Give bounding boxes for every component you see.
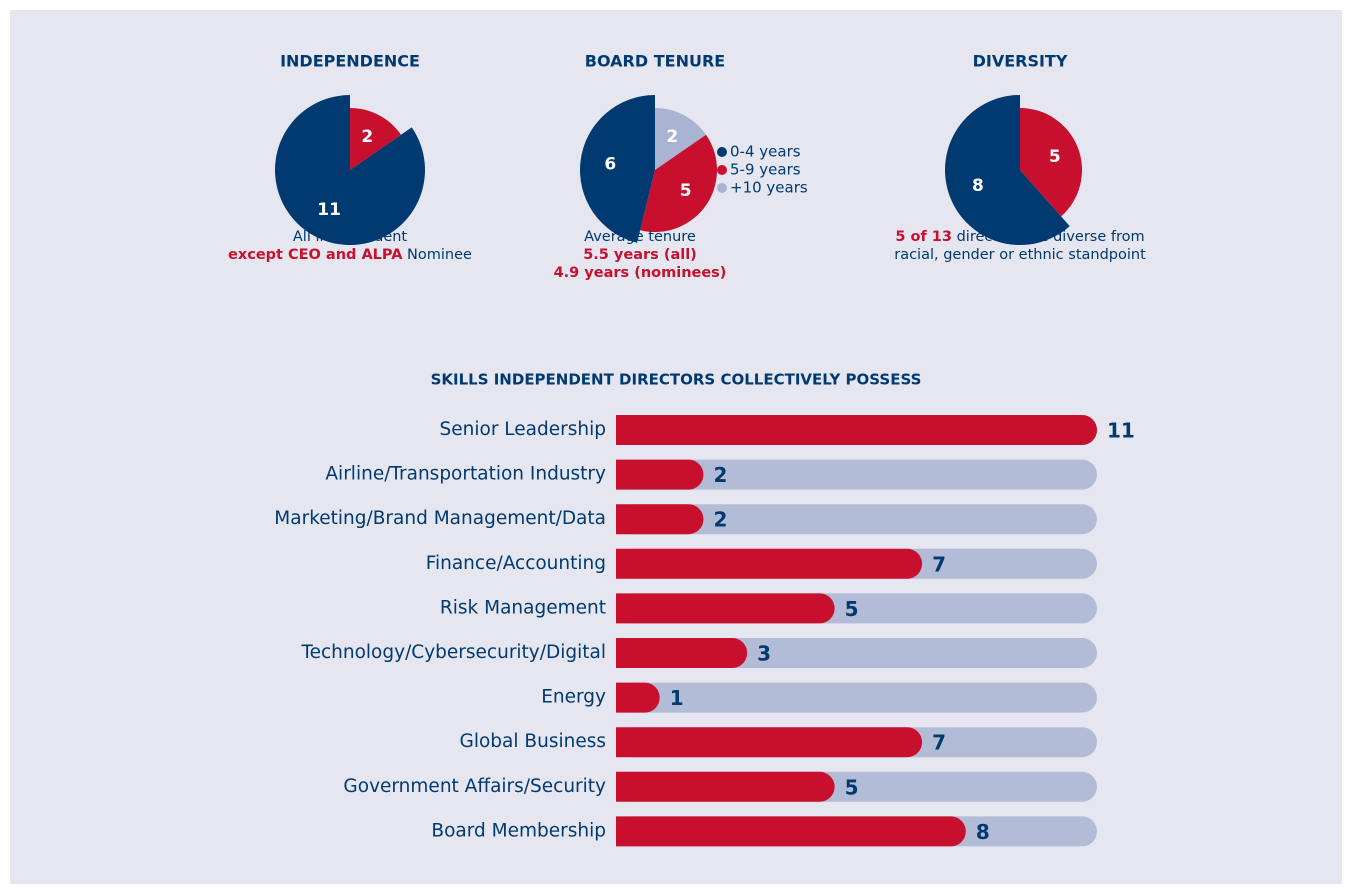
- value-label: 2: [713, 508, 727, 532]
- category-label: Marketing/Brand Management/Data: [274, 508, 606, 529]
- value-label: 5: [845, 597, 859, 621]
- category-label: Senior Leadership: [440, 419, 606, 440]
- slice-label: 2: [666, 127, 678, 147]
- legend-label: +10 years: [730, 179, 808, 197]
- bar: [616, 771, 835, 802]
- slice-label: 11: [317, 200, 341, 220]
- category-label: Government Affairs/Security: [343, 776, 606, 797]
- pie-slice: [640, 134, 717, 232]
- bar-track: [616, 459, 1097, 490]
- bar: [616, 415, 1097, 445]
- bar: [616, 504, 704, 535]
- value-label: 11: [1107, 419, 1135, 443]
- slice-label: 5: [1049, 147, 1061, 167]
- bar: [616, 682, 660, 713]
- category-label: Global Business: [460, 731, 606, 752]
- category-label: Finance/Accounting: [426, 553, 606, 574]
- bar-track: [616, 682, 1097, 713]
- value-label: 7: [932, 731, 946, 755]
- bar: [616, 638, 748, 668]
- note-line: All independent: [293, 229, 408, 245]
- legend-swatch: [717, 147, 727, 157]
- bar-chart-title: SKILLS INDEPENDENT DIRECTORS COLLECTIVEL…: [431, 371, 922, 389]
- pie-slice: [580, 95, 655, 243]
- bar: [616, 459, 704, 490]
- note-text: 5.5 years (all): [583, 247, 697, 263]
- note-text: Average tenure: [584, 229, 696, 245]
- note-text: Nominee: [402, 247, 472, 263]
- note-line: Average tenure: [584, 229, 696, 245]
- legend-label: 0-4 years: [730, 143, 801, 161]
- bar: [616, 727, 923, 758]
- value-label: 8: [976, 820, 990, 844]
- note-line: racial, gender or ethnic standpoint: [894, 247, 1146, 263]
- value-label: 1: [670, 686, 684, 710]
- note-line: 5.5 years (all): [583, 247, 697, 263]
- slice-label: 8: [972, 176, 984, 196]
- value-label: 7: [932, 552, 946, 576]
- category-label: Technology/Cybersecurity/Digital: [300, 642, 606, 663]
- note-text: racial, gender or ethnic standpoint: [894, 247, 1146, 263]
- value-label: 3: [757, 642, 771, 666]
- note-text: All independent: [293, 229, 408, 245]
- pie-slice: [275, 95, 425, 245]
- value-label: 5: [845, 775, 859, 799]
- bar: [616, 593, 835, 624]
- slice-label: 5: [680, 181, 692, 201]
- bar-track: [616, 504, 1097, 535]
- slice-label: 6: [604, 155, 616, 175]
- note-text: directors are diverse from: [952, 229, 1145, 245]
- category-label: Board Membership: [431, 820, 606, 841]
- pie-title: BOARD TENURE: [585, 52, 725, 71]
- pie-slice: [945, 95, 1070, 245]
- category-label: Airline/Transportation Industry: [325, 464, 606, 485]
- pie-title: DIVERSITY: [973, 52, 1068, 71]
- pie-slice: [350, 108, 402, 170]
- note-line: 4.9 years (nominees): [554, 265, 727, 281]
- pie-slice: [1020, 108, 1083, 217]
- note-text: except CEO and ALPA: [228, 247, 403, 263]
- slice-label: 2: [361, 127, 373, 147]
- category-label: Risk Management: [440, 597, 606, 618]
- legend-swatch: [717, 183, 727, 193]
- value-label: 2: [713, 463, 727, 487]
- category-label: Energy: [541, 687, 606, 708]
- pie-title: INDEPENDENCE: [280, 52, 420, 71]
- bar: [616, 548, 923, 579]
- pie-slice: [655, 108, 707, 170]
- bar: [616, 816, 966, 847]
- legend-label: 5-9 years: [730, 161, 801, 179]
- legend-swatch: [717, 165, 727, 175]
- note-text: 4.9 years (nominees): [554, 265, 727, 281]
- note-line: 5 of 13 directors are diverse from: [895, 229, 1144, 245]
- note-line: except CEO and ALPA Nominee: [228, 247, 472, 263]
- note-text: 5 of 13: [895, 229, 952, 245]
